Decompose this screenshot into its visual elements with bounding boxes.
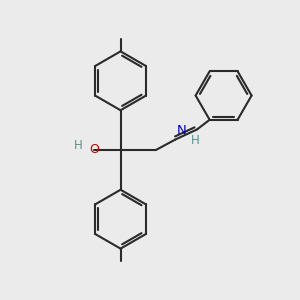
Text: O: O	[89, 143, 99, 157]
Text: H: H	[74, 139, 83, 152]
Text: H: H	[190, 134, 199, 147]
Text: N: N	[176, 124, 186, 137]
